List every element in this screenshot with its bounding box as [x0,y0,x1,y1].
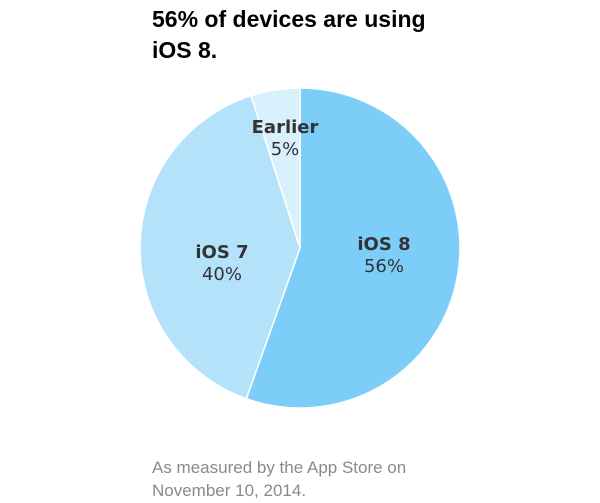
slice-label-ios-7: iOS 7 [195,242,248,263]
chart-title-line-1: 56% of devices are using [152,6,426,32]
slice-label-earlier: Earlier [252,117,319,138]
slice-value-ios-7: 40% [202,264,242,285]
pie-slice-ios-7 [139,94,301,400]
footnote-line-1: As measured by the App Store on [152,458,407,477]
chart-title-line-2: iOS 8. [152,37,218,63]
slice-value-earlier: 5% [271,139,300,160]
footnote-line-2: November 10, 2014. [152,481,307,500]
slice-label-ios-8: iOS 8 [357,234,410,255]
pie-slices [139,87,461,409]
pie-slice-ios-8 [245,87,461,409]
chart-title: 56% of devices are using iOS 8. [152,4,452,66]
pie-slice-earlier [250,87,301,249]
slice-value-ios-8: 56% [364,256,404,277]
footnote: As measured by the App Store on November… [152,456,472,502]
